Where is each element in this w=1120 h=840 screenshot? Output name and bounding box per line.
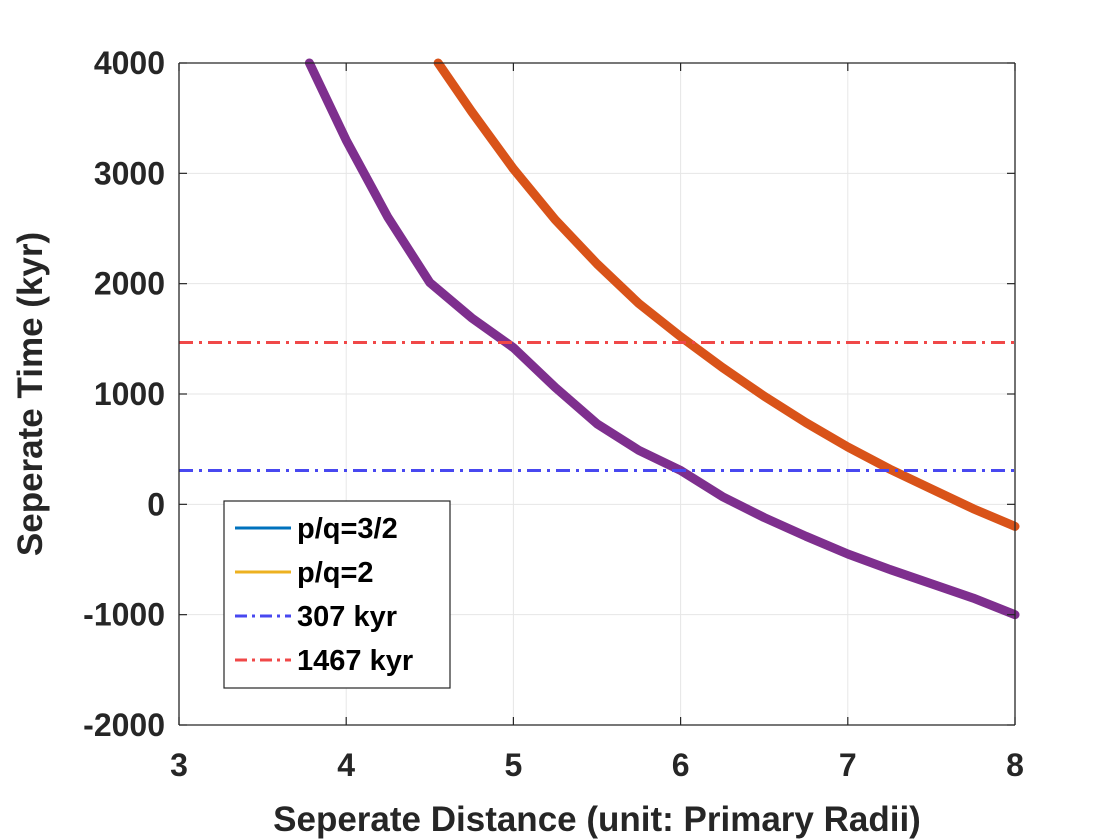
x-tick-label: 6	[672, 747, 690, 783]
x-tick-label: 4	[337, 747, 355, 783]
x-tick-label: 3	[170, 747, 188, 783]
x-tick-label: 5	[505, 747, 523, 783]
y-tick-label: 3000	[94, 155, 165, 191]
y-tick-label: 4000	[94, 45, 165, 81]
y-tick-label: 0	[147, 486, 165, 522]
y-axis-label: Seperate Time (kyr)	[11, 232, 50, 556]
legend-box	[223, 500, 451, 689]
axes	[178, 62, 1016, 726]
y-tick-label: -1000	[83, 597, 165, 633]
y-tick-label: -2000	[83, 707, 165, 743]
legend-label-3: 1467 kyr	[297, 645, 413, 677]
x-tick-label: 7	[839, 747, 857, 783]
y-tick-label: 2000	[94, 266, 165, 302]
x-tick-label: 8	[1006, 747, 1024, 783]
series-line-1	[433, 58, 1020, 531]
legend-label-2: 307 kyr	[297, 601, 397, 633]
series-line-0	[304, 58, 1020, 620]
tick-labels: 3 4 5 6 7 8 -2000 -1000 0 1000 2000 3000 4000	[83, 45, 1024, 783]
legend-label-1: p/q=2	[297, 557, 374, 589]
legend-label-0: p/q=3/2	[297, 513, 398, 545]
legend: p/q=3/2 p/q=2 307 kyr 1467 kyr	[223, 500, 451, 689]
x-axis-label: Seperate Distance (unit: Primary Radii)	[273, 800, 921, 839]
series-layer	[179, 58, 1020, 620]
y-tick-label: 1000	[94, 376, 165, 412]
